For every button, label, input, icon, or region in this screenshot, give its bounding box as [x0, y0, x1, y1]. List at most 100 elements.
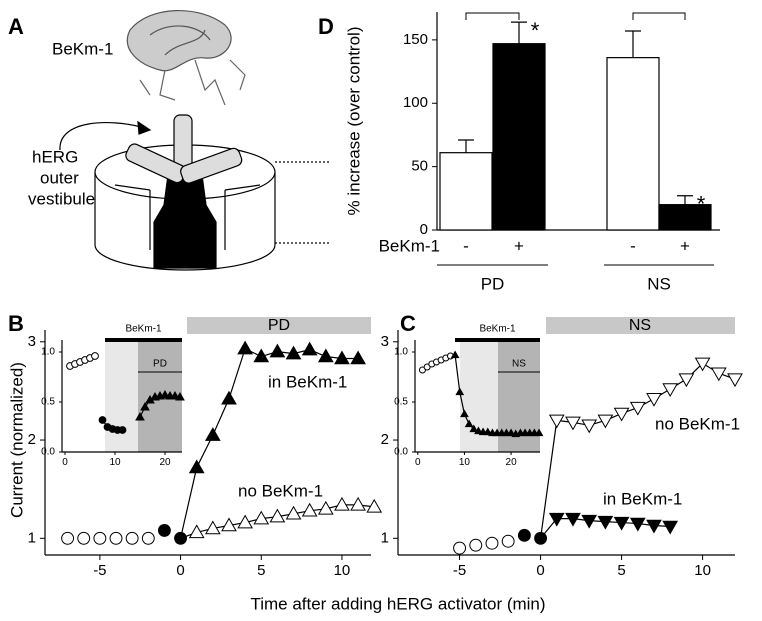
- point: [662, 520, 679, 535]
- bar: [606, 57, 660, 231]
- point: [350, 496, 366, 511]
- point: [61, 531, 75, 545]
- point: [710, 367, 727, 382]
- point: [455, 387, 465, 396]
- rods: [125, 114, 243, 184]
- point: [125, 531, 139, 545]
- y-axis-label: Current (normalized): [7, 362, 26, 518]
- point: [453, 541, 467, 555]
- point: [678, 373, 695, 388]
- point: [317, 348, 334, 363]
- bracket: [632, 12, 686, 20]
- group-label: PD: [481, 274, 505, 293]
- channel-diagram: [59, 9, 330, 271]
- x-axis-label: Time after adding hERG activator (min): [250, 594, 545, 613]
- treatment-label: NS: [629, 317, 651, 334]
- point: [548, 512, 565, 527]
- point: [517, 528, 531, 542]
- y-tick-label: 2: [28, 431, 36, 448]
- point: [204, 520, 221, 535]
- panel-label: B: [8, 311, 24, 336]
- point: [269, 508, 286, 523]
- treatment-bar: [455, 338, 540, 342]
- point: [188, 459, 205, 474]
- error-bar: [511, 21, 527, 44]
- point: [469, 424, 479, 433]
- point: [506, 428, 516, 437]
- x-tick-label: 0: [536, 562, 544, 579]
- point: [269, 343, 286, 358]
- point: [534, 531, 548, 545]
- x-tick-label: 20: [159, 457, 171, 468]
- category-label: -: [463, 236, 469, 255]
- bar: [492, 43, 546, 231]
- y-tick-label: 50: [411, 158, 428, 175]
- x-tick-label: 10: [109, 457, 121, 468]
- point: [597, 515, 614, 530]
- cutaway: [114, 184, 261, 250]
- category-label: +: [680, 236, 690, 255]
- activator-label: PD: [153, 359, 167, 370]
- point: [301, 502, 318, 517]
- point: [301, 341, 318, 356]
- x-tick-label: 0: [62, 457, 68, 468]
- activator-label: NS: [512, 359, 526, 370]
- point: [253, 348, 270, 363]
- point: [109, 531, 123, 545]
- y-tick-label: 0.0: [41, 447, 55, 458]
- point: [237, 514, 253, 529]
- point: [534, 428, 544, 437]
- x-tick-label: 10: [694, 562, 711, 579]
- bar: [439, 152, 493, 231]
- arrow: [59, 122, 146, 151]
- point: [221, 517, 237, 532]
- error-bar: [625, 30, 641, 58]
- point: [646, 519, 662, 534]
- significance: *: [531, 18, 540, 43]
- y-tick-label: 1: [28, 529, 36, 546]
- y-tick-label: 0: [420, 221, 428, 238]
- side-chains: [139, 59, 246, 106]
- site-label: hERG: [32, 147, 78, 166]
- treatment-bar: [546, 317, 735, 334]
- pore: [153, 174, 217, 269]
- point: [485, 536, 499, 550]
- point: [629, 517, 646, 532]
- panel-label: D: [318, 14, 334, 39]
- y-tick-label: 2: [381, 431, 389, 448]
- rod: [180, 147, 243, 184]
- guide: [275, 161, 330, 244]
- x-tick-label: 5: [257, 562, 265, 579]
- point: [285, 505, 302, 520]
- x-tick-label: -5: [93, 562, 106, 579]
- point: [253, 510, 270, 525]
- series-label: in BeKm-1: [268, 372, 347, 391]
- point: [646, 393, 662, 407]
- point: [221, 390, 237, 405]
- y-tick-label: 0.5: [41, 397, 55, 408]
- error-bar: [677, 195, 693, 205]
- point: [629, 401, 646, 416]
- point: [334, 350, 350, 365]
- y-tick-label: 150: [403, 31, 428, 48]
- treatment-label: BeKm-1: [125, 324, 162, 335]
- treatment-bar: [105, 338, 182, 342]
- point: [483, 427, 493, 436]
- point: [334, 496, 350, 511]
- site-label: outer: [40, 168, 79, 187]
- toxin-label: BeKm-1: [52, 39, 113, 58]
- point: [581, 514, 598, 529]
- point: [460, 409, 469, 418]
- x-tick-label: -5: [453, 562, 466, 579]
- x-tick-label: 10: [459, 457, 471, 468]
- point: [613, 407, 630, 422]
- panel-label: A: [8, 14, 24, 39]
- ribbon: [149, 25, 211, 56]
- panel-label: C: [400, 311, 416, 336]
- point: [118, 426, 127, 434]
- arrowhead: [137, 120, 152, 135]
- y-tick-label: 0.0: [394, 447, 408, 458]
- point: [174, 531, 188, 545]
- site-label: vestibule: [28, 189, 95, 208]
